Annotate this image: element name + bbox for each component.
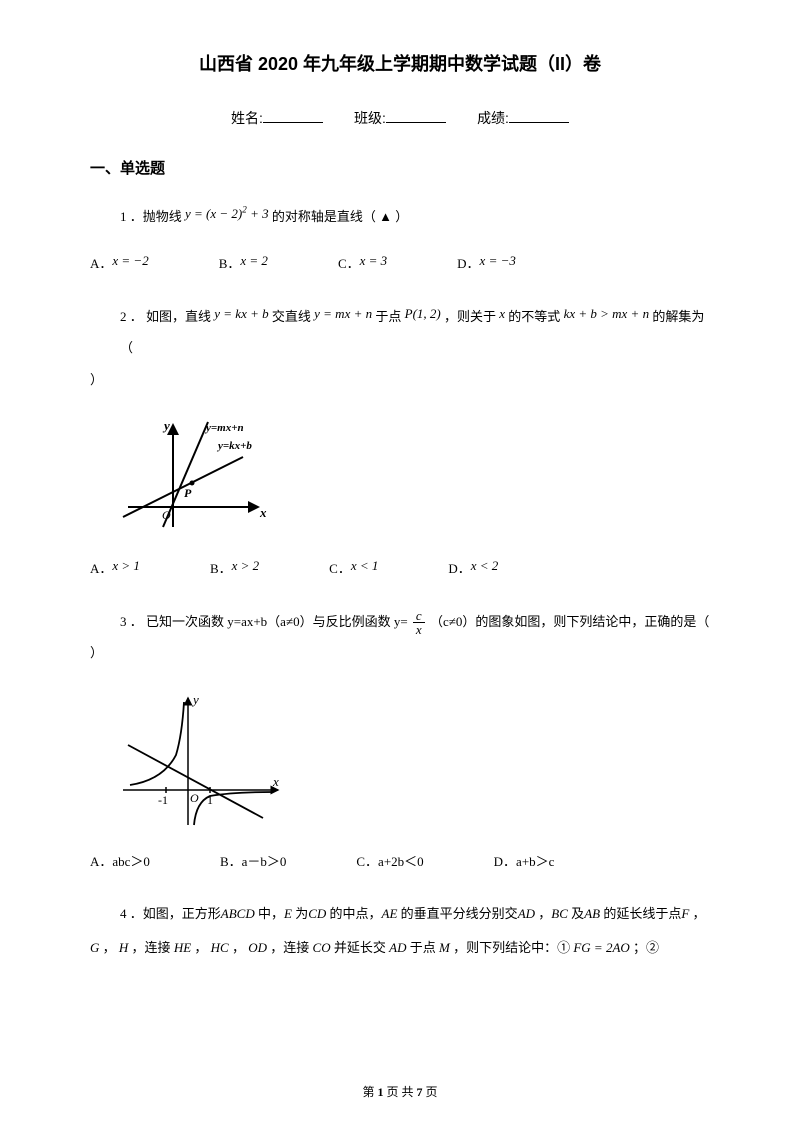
q4-t4: 的中点， — [330, 906, 382, 921]
score-label: 成绩: — [477, 110, 509, 126]
q4-t3: 为 — [295, 906, 308, 921]
name-blank[interactable] — [263, 109, 323, 123]
svg-text:O: O — [190, 791, 199, 805]
q4-t5: 的垂直平分线分别交 — [401, 906, 518, 921]
q2-t7: ） — [90, 372, 103, 387]
q4-l2j: ，连接 — [270, 940, 309, 955]
q4-l2m: AD — [389, 940, 406, 955]
q4-t7: 及 — [571, 906, 584, 921]
q2-graph: y x O P y=mx+n y=kx+b — [118, 417, 710, 537]
q4-f1: ABCD — [221, 906, 255, 921]
q3-t1: 3 ． 已知一次函数 y=ax+b（a≠0）与反比例函数 y= — [120, 614, 408, 629]
page-footer: 第 1 页 共 7 页 — [0, 1083, 800, 1102]
q3-t3: ） — [90, 645, 103, 660]
q3-options: A．abc＞0 B．a－b＞0 C．a+2b＜0 D．a+b＞c — [90, 852, 710, 873]
q4-t2: 中， — [258, 906, 284, 921]
q1-formula: y = (x − 2)2 + 3 — [185, 206, 269, 221]
score-blank[interactable] — [509, 109, 569, 123]
q2-f3: P(1, 2) — [405, 306, 441, 321]
q4-l2i: OD — [248, 940, 267, 955]
q4-l2h: ， — [232, 940, 245, 955]
q1-options: A．x = −2 B．x = 2 C．x = 3 D．x = −3 — [90, 254, 710, 275]
q2-t2: 交直线 — [272, 309, 311, 324]
q4-l2c: H — [119, 940, 128, 955]
q3-opt-d[interactable]: D．a+b＞c — [494, 852, 555, 873]
q4-t6: ， — [538, 906, 551, 921]
q3-opt-c[interactable]: C．a+2b＜0 — [356, 852, 423, 873]
q4-f3: CD — [308, 906, 326, 921]
q1-prefix: 1 ．抛物线 — [120, 209, 182, 224]
q4-t8: 的延长线于点 — [603, 906, 681, 921]
q3-frac: cx — [413, 609, 425, 636]
q3-t2: （c≠0）的图象如图，则下列结论中，正确的是（ — [430, 614, 709, 629]
question-1: 1 ．抛物线 y = (x − 2)2 + 3 的对称轴是直线（ ▲ ） — [90, 201, 710, 232]
svg-text:y=mx+n: y=mx+n — [204, 422, 244, 434]
q4-l2f: ， — [194, 940, 207, 955]
q2-f5: kx + b > mx + n — [564, 306, 650, 321]
info-row: 姓名: 班级: 成绩: — [90, 107, 710, 129]
q4-f7: AB — [584, 906, 600, 921]
q4-f8: F — [681, 906, 689, 921]
q4-f2: E — [284, 906, 292, 921]
question-2: 2 ． 如图，直线 y = kx + b 交直线 y = mx + n 于点 P… — [90, 301, 710, 395]
q2-opt-b[interactable]: B．x > 2 — [210, 559, 259, 580]
q2-f4: x — [499, 306, 505, 321]
q4-l2k: CO — [313, 940, 331, 955]
q1-opt-b[interactable]: B．x = 2 — [219, 254, 268, 275]
q2-t4: ，则关于 — [444, 309, 496, 324]
q4-l2g: HC — [211, 940, 229, 955]
q4-l2e: HE — [174, 940, 191, 955]
q2-f2: y = mx + n — [314, 306, 372, 321]
q1-opt-a[interactable]: A．x = −2 — [90, 254, 149, 275]
q1-opt-d[interactable]: D．x = −3 — [457, 254, 516, 275]
q4-l2p: ，则下列结论中：① — [453, 940, 570, 955]
q2-t3: 于点 — [375, 309, 401, 324]
q2-t5: 的不等式 — [508, 309, 560, 324]
q4-f5: AD — [518, 906, 535, 921]
svg-text:y: y — [191, 692, 199, 707]
q4-l2l: 并延长交 — [334, 940, 386, 955]
svg-text:x: x — [259, 505, 267, 520]
class-label: 班级: — [354, 110, 386, 126]
svg-text:y: y — [162, 418, 170, 433]
q4-l2o: M — [439, 940, 450, 955]
q2-options: A．x > 1 B．x > 2 C．x < 1 D．x < 2 — [90, 559, 710, 580]
q4-l2n: 于点 — [410, 940, 436, 955]
svg-text:P: P — [184, 486, 192, 500]
q2-t1: 2 ． 如图，直线 — [120, 309, 211, 324]
q4-l2b: ， — [103, 940, 116, 955]
q2-opt-a[interactable]: A．x > 1 — [90, 559, 140, 580]
q4-t9: ， — [693, 906, 706, 921]
q2-f1: y = kx + b — [214, 306, 268, 321]
question-3: 3 ． 已知一次函数 y=ax+b（a≠0）与反比例函数 y= cx （c≠0）… — [90, 606, 710, 668]
q2-opt-d[interactable]: D．x < 2 — [448, 559, 498, 580]
q4-f4: AE — [382, 906, 398, 921]
q3-graph: y x O -1 1 — [118, 690, 710, 830]
q4-l2d: ，连接 — [132, 940, 171, 955]
q4-l2q: FG = 2AO — [573, 940, 629, 955]
exam-title: 山西省 2020 年九年级上学期期中数学试题（II）卷 — [90, 50, 710, 79]
q2-opt-c[interactable]: C．x < 1 — [329, 559, 378, 580]
svg-text:O: O — [162, 508, 171, 522]
svg-text:x: x — [272, 774, 279, 789]
q1-suffix: 的对称轴是直线（ ▲ ） — [272, 209, 408, 224]
q4-l2r: ；② — [633, 940, 659, 955]
q1-opt-c[interactable]: C．x = 3 — [338, 254, 387, 275]
question-4: 4 ．如图，正方形ABCD 中，E 为CD 的中点，AE 的垂直平分线分别交AD… — [90, 897, 710, 965]
svg-text:y=kx+b: y=kx+b — [216, 440, 252, 452]
section-heading: 一、单选题 — [90, 157, 710, 181]
svg-text:1: 1 — [207, 793, 213, 807]
svg-text:-1: -1 — [158, 793, 168, 807]
q4-t1: 4 ．如图，正方形 — [120, 906, 221, 921]
class-blank[interactable] — [386, 109, 446, 123]
q4-f6: BC — [551, 906, 568, 921]
q3-opt-b[interactable]: B．a－b＞0 — [220, 852, 286, 873]
q4-l2a: G — [90, 940, 99, 955]
name-label: 姓名: — [231, 110, 263, 126]
q3-opt-a[interactable]: A．abc＞0 — [90, 852, 150, 873]
